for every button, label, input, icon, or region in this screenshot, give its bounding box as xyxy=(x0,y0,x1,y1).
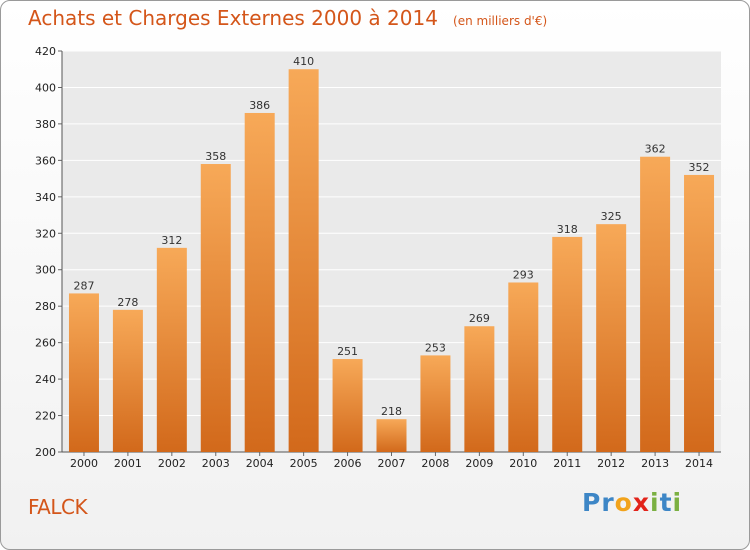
y-tick-label: 400 xyxy=(35,81,56,94)
logo-letter: x xyxy=(632,488,650,517)
bar-value-label: 251 xyxy=(337,345,358,358)
bar xyxy=(420,355,451,452)
bar-value-label: 278 xyxy=(117,296,138,309)
x-tick-label: 2005 xyxy=(290,457,318,470)
bar-value-label: 362 xyxy=(645,143,666,156)
bar-value-label: 218 xyxy=(381,405,402,418)
logo-letter: t xyxy=(659,488,673,517)
bar xyxy=(596,224,627,452)
logo-letter: P xyxy=(582,488,602,517)
proxiti-logo: Proxiti xyxy=(582,488,682,517)
x-tick-label: 2011 xyxy=(553,457,581,470)
bar-value-label: 352 xyxy=(689,161,710,174)
bar xyxy=(376,419,407,452)
bar-value-label: 269 xyxy=(469,312,490,325)
y-tick-label: 260 xyxy=(35,337,56,350)
bar-value-label: 410 xyxy=(293,55,314,68)
x-tick-label: 2012 xyxy=(597,457,625,470)
x-tick-label: 2010 xyxy=(509,457,537,470)
x-tick-label: 2013 xyxy=(641,457,669,470)
y-tick-label: 200 xyxy=(35,446,56,459)
bar-value-label: 287 xyxy=(73,279,94,292)
x-tick-label: 2007 xyxy=(378,457,406,470)
y-tick-label: 220 xyxy=(35,410,56,423)
chart-title: Achats et Charges Externes 2000 à 2014 (… xyxy=(28,6,547,30)
y-tick-label: 300 xyxy=(35,264,56,277)
bar-value-label: 318 xyxy=(557,223,578,236)
unit-text: (en milliers d'€) xyxy=(453,14,548,28)
bar xyxy=(156,247,187,452)
bar xyxy=(332,359,363,452)
y-tick-label: 340 xyxy=(35,191,56,204)
logo-letter: o xyxy=(614,488,633,517)
bar xyxy=(508,282,539,452)
bar-value-label: 293 xyxy=(513,268,534,281)
bar-value-label: 358 xyxy=(205,150,226,163)
bar xyxy=(288,69,319,453)
bar xyxy=(68,293,99,452)
bar xyxy=(244,112,275,453)
y-tick-label: 380 xyxy=(35,118,56,131)
y-tick-label: 280 xyxy=(35,300,56,313)
y-tick-label: 360 xyxy=(35,154,56,167)
bar xyxy=(464,326,495,452)
commune-name: FALCK xyxy=(28,495,88,519)
logo-letter: i xyxy=(650,488,660,517)
x-tick-label: 2006 xyxy=(334,457,362,470)
x-tick-label: 2002 xyxy=(158,457,186,470)
bar xyxy=(552,236,583,452)
x-tick-label: 2014 xyxy=(685,457,713,470)
bar-value-label: 386 xyxy=(249,99,270,112)
y-tick-label: 420 xyxy=(35,45,56,58)
logo-letter: i xyxy=(672,488,683,517)
y-tick-label: 240 xyxy=(35,373,56,386)
logo-letter: r xyxy=(601,488,615,517)
x-tick-label: 2009 xyxy=(465,457,493,470)
x-tick-label: 2008 xyxy=(421,457,449,470)
bar-value-label: 325 xyxy=(601,210,622,223)
x-tick-label: 2001 xyxy=(114,457,142,470)
bar xyxy=(640,156,671,452)
x-tick-label: 2004 xyxy=(246,457,274,470)
bar xyxy=(200,164,231,452)
bar xyxy=(112,309,143,452)
bar xyxy=(684,174,715,453)
title-text: Achats et Charges Externes 2000 à 2014 xyxy=(28,6,438,30)
bar-value-label: 253 xyxy=(425,341,446,354)
y-tick-label: 320 xyxy=(35,227,56,240)
x-tick-label: 2000 xyxy=(70,457,98,470)
x-tick-label: 2003 xyxy=(202,457,230,470)
bar-value-label: 312 xyxy=(161,234,182,247)
